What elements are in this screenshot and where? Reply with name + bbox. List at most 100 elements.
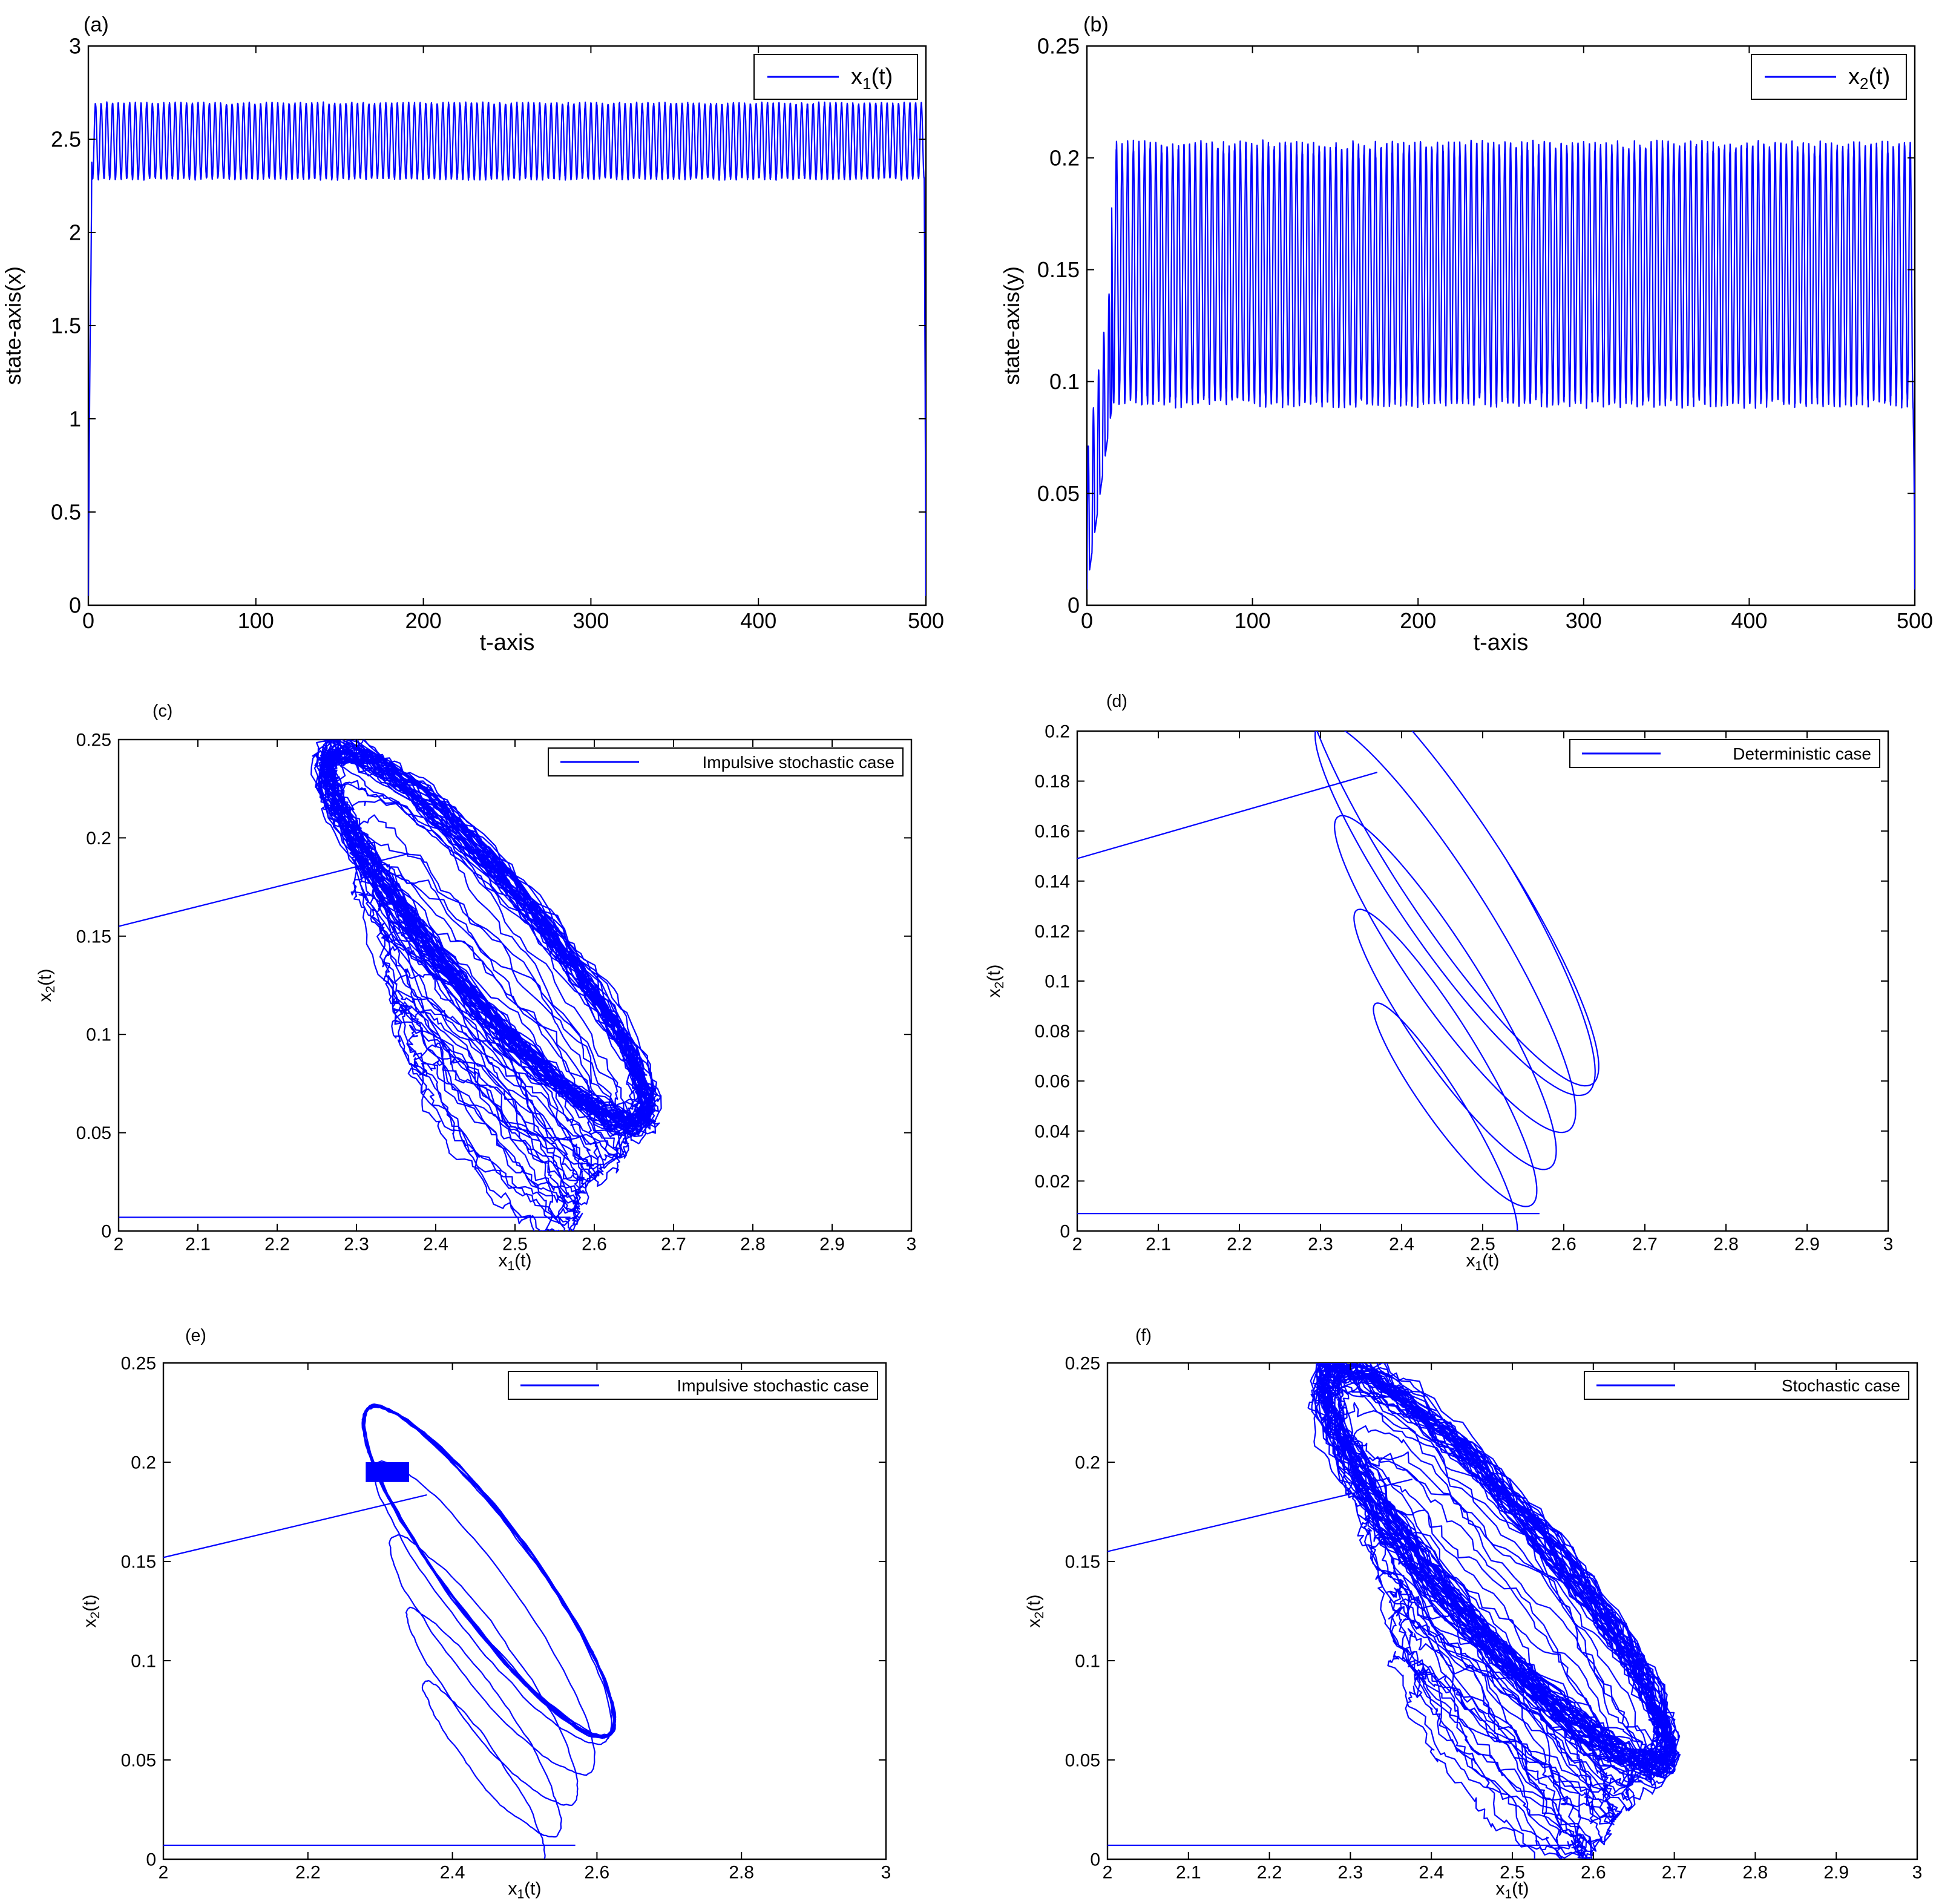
x-tick-label: 2.2	[264, 1235, 290, 1255]
y-axis-label: x2(t)	[35, 968, 57, 1002]
x-tick-label: 400	[1731, 608, 1767, 633]
panel-f: 2 2.1 2.2 2.3 2.4 2.5 2.6 2.7 2.8 2.9 3 0 0.05 0.1 0.1…	[1024, 1326, 1922, 1902]
y-tick-label: 0.05	[76, 1123, 111, 1143]
panel-b: 0 100 200 300 400 500 0 0.05 0.1 0.15 0.2 0.25 t-axi…	[999, 13, 1933, 655]
y-axis-label: x2(t)	[984, 964, 1006, 997]
y-tick-label: 0	[1090, 1850, 1100, 1870]
x-axis-label: x1(t)	[508, 1879, 541, 1902]
legend-label: Impulsive stochastic case	[677, 1376, 869, 1395]
x-tick-label: 2.3	[1338, 1863, 1363, 1883]
x-tick-label: 2.9	[819, 1235, 845, 1255]
x-tick-label: 2.6	[582, 1235, 607, 1255]
x-tick-label: 2.5	[1470, 1235, 1495, 1255]
y-tick-label: 0.16	[1035, 822, 1070, 842]
y-tick-label: 0.15	[1065, 1552, 1100, 1572]
x-tick-label: 2.5	[1500, 1863, 1525, 1883]
legend: Stochastic case	[1584, 1371, 1909, 1400]
y-tick-label: 0	[1060, 1222, 1070, 1242]
legend-label: Deterministic case	[1733, 744, 1871, 763]
x-tick-label: 2.3	[1308, 1235, 1333, 1255]
series-group	[1087, 139, 1915, 590]
legend-label: Impulsive stochastic case	[703, 753, 894, 772]
series-group	[1077, 731, 1599, 1231]
x-tick-label: 2.1	[1176, 1863, 1201, 1883]
limit-cycle	[310, 740, 662, 1231]
legend: Impulsive stochastic case	[548, 747, 904, 776]
series-group	[88, 101, 926, 596]
y-tick-label: 0.05	[1037, 481, 1080, 506]
y-tick-label: 0.15	[76, 927, 111, 947]
x-tick-label: 3	[881, 1863, 891, 1883]
y-tick-label: 0.12	[1035, 922, 1070, 942]
x-tick-label: 2.4	[1419, 1863, 1444, 1883]
y-tick-label: 1	[69, 407, 81, 432]
x-tick-label: 2.5	[502, 1235, 528, 1255]
impulse-cluster	[366, 1462, 409, 1482]
jump-segment	[1077, 772, 1378, 859]
y-tick-label: 0.2	[131, 1453, 156, 1473]
panel-label: (d)	[1106, 692, 1127, 711]
x-axis-label: x1(t)	[1495, 1879, 1529, 1902]
x-tick-label: 2	[159, 1863, 169, 1883]
x-tick-label: 400	[740, 608, 776, 633]
y-tick-label: 0.1	[1075, 1652, 1100, 1672]
panel-label: (c)	[153, 701, 172, 721]
jump-segment	[163, 1494, 427, 1558]
x-axis-label: x1(t)	[1466, 1251, 1499, 1273]
panel-a: 0 100 200 300 400 500 0 0.5 1 1.5 2 2.5 3 t-axis state…	[1, 13, 944, 655]
panel-label: (b)	[1083, 13, 1109, 36]
y-tick-label: 0.2	[1075, 1453, 1100, 1473]
x-tick-label: 2.2	[1227, 1235, 1252, 1255]
y-tick-label: 0.1	[1049, 369, 1080, 394]
limit-cycle	[1314, 731, 1599, 1231]
x-tick-label: 2.4	[440, 1863, 465, 1883]
y-tick-label: 0.2	[1049, 145, 1080, 170]
y-tick-label: 0.25	[1065, 1354, 1100, 1374]
panel-label: (a)	[84, 13, 109, 36]
legend: x1(t)	[753, 54, 918, 100]
y-axis-label: x2(t)	[1024, 1594, 1046, 1627]
x-tick-label: 3	[1883, 1235, 1894, 1255]
y-tick-label: 0.25	[1037, 34, 1080, 59]
series-group	[1107, 1363, 1681, 1859]
y-tick-label: 0.06	[1035, 1072, 1070, 1092]
y-tick-label: 0.2	[1045, 722, 1070, 742]
y-tick-label: 2.5	[51, 127, 81, 152]
y-tick-label: 0	[146, 1850, 156, 1870]
y-tick-label: 2	[69, 220, 81, 245]
y-tick-label: 0.25	[76, 730, 111, 750]
x-tick-label: 2.1	[185, 1235, 211, 1255]
x-tick-label: 500	[908, 608, 944, 633]
x-tick-label: 2.7	[1662, 1863, 1687, 1883]
x-tick-label: 2.4	[423, 1235, 448, 1255]
legend-label: Stochastic case	[1782, 1376, 1900, 1395]
series-line-b	[1087, 139, 1915, 590]
x-tick-label: 2.6	[1551, 1235, 1576, 1255]
panel-d: 2 2.1 2.2 2.3 2.4 2.5 2.6 2.7 2.8 2.9 3 0 0.02 0.04 0.…	[984, 692, 1894, 1273]
x-tick-label: 200	[1400, 608, 1436, 633]
x-axis-label: x1(t)	[498, 1251, 531, 1273]
x-tick-label: 2.8	[1713, 1235, 1739, 1255]
plot-frame	[1076, 730, 1889, 1232]
x-tick-label: 2.2	[295, 1863, 321, 1883]
y-tick-label: 0.18	[1035, 772, 1070, 792]
x-axis-label: t-axis	[480, 630, 535, 655]
x-tick-label: 2.3	[344, 1235, 369, 1255]
plot-frame	[162, 1362, 887, 1860]
x-tick-label: 3	[1912, 1863, 1923, 1883]
x-tick-label: 2.6	[585, 1863, 610, 1883]
x-tick-label: 100	[238, 608, 274, 633]
y-tick-label: 0.08	[1035, 1022, 1070, 1042]
legend-label: x1(t)	[851, 64, 893, 93]
x-tick-label: 100	[1235, 608, 1271, 633]
x-tick-label: 2.9	[1823, 1863, 1849, 1883]
x-tick-label: 2.4	[1389, 1235, 1414, 1255]
y-tick-label: 0	[1068, 593, 1080, 618]
y-tick-label: 0.04	[1035, 1121, 1070, 1141]
legend: x2(t)	[1751, 54, 1907, 100]
x-tick-label: 2.8	[1743, 1863, 1768, 1883]
y-tick-label: 0.2	[86, 829, 111, 849]
y-tick-label: 0.15	[1037, 257, 1080, 282]
panel-label: (f)	[1135, 1326, 1152, 1345]
